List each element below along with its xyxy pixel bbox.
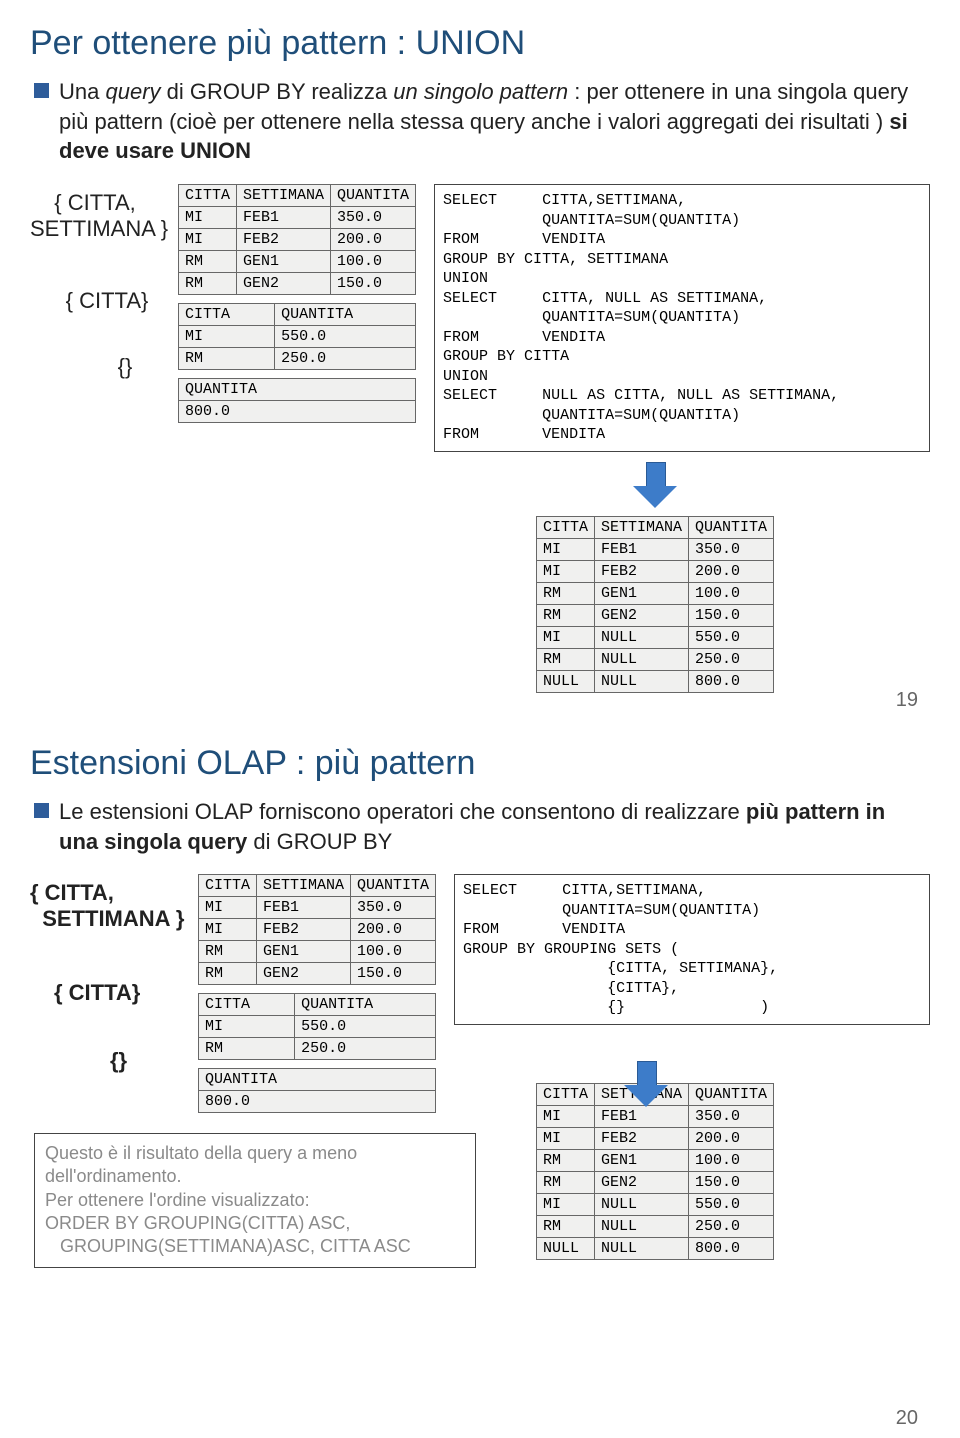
page-number: 19 <box>896 689 918 712</box>
sql-grouping-sets: SELECT CITTA,SETTIMANA, QUANTITA=SUM(QUA… <box>454 874 930 1025</box>
pattern-label-cs: { CITTA, SETTIMANA } <box>30 880 180 932</box>
pattern-label-e: {} <box>110 1048 180 1074</box>
pattern-label-c: { CITTA} <box>54 288 160 314</box>
page-number: 20 <box>896 1407 918 1430</box>
bullet-text: Una query di GROUP BY realizza un singol… <box>59 77 930 166</box>
ordering-note: Questo è il risultato della query a meno… <box>34 1133 476 1268</box>
table-empty: QUANTITA800.0 <box>178 378 416 423</box>
pattern-label-c: { CITTA} <box>54 980 180 1006</box>
table-citta-settimana: CITTASETTIMANAQUANTITAMIFEB1350.0MIFEB22… <box>198 874 436 985</box>
sql-union: SELECT CITTA,SETTIMANA, QUANTITA=SUM(QUA… <box>434 184 930 452</box>
bullet: Una query di GROUP BY realizza un singol… <box>34 77 930 166</box>
table-empty: QUANTITA800.0 <box>198 1068 436 1113</box>
table-citta: CITTAQUANTITAMI550.0RM250.0 <box>178 303 416 370</box>
bullet-icon <box>34 803 49 818</box>
table-citta: CITTAQUANTITAMI550.0RM250.0 <box>198 993 436 1060</box>
slide-title: Estensioni OLAP : più pattern <box>30 744 930 783</box>
pattern-label-e: {} <box>90 354 160 380</box>
table-result: CITTASETTIMANAQUANTITAMIFEB1350.0MIFEB22… <box>536 516 774 693</box>
bullet: Le estensioni OLAP forniscono operatori … <box>34 797 930 856</box>
slide-title: Per ottenere più pattern : UNION <box>30 24 930 63</box>
bullet-icon <box>34 83 49 98</box>
table-citta-settimana: CITTASETTIMANAQUANTITAMIFEB1350.0MIFEB22… <box>178 184 416 295</box>
arrow-down-icon <box>624 1061 668 1111</box>
pattern-label-cs: { CITTA, SETTIMANA } <box>30 190 160 242</box>
bullet-text: Le estensioni OLAP forniscono operatori … <box>59 797 930 856</box>
arrow-down-icon <box>633 462 677 512</box>
